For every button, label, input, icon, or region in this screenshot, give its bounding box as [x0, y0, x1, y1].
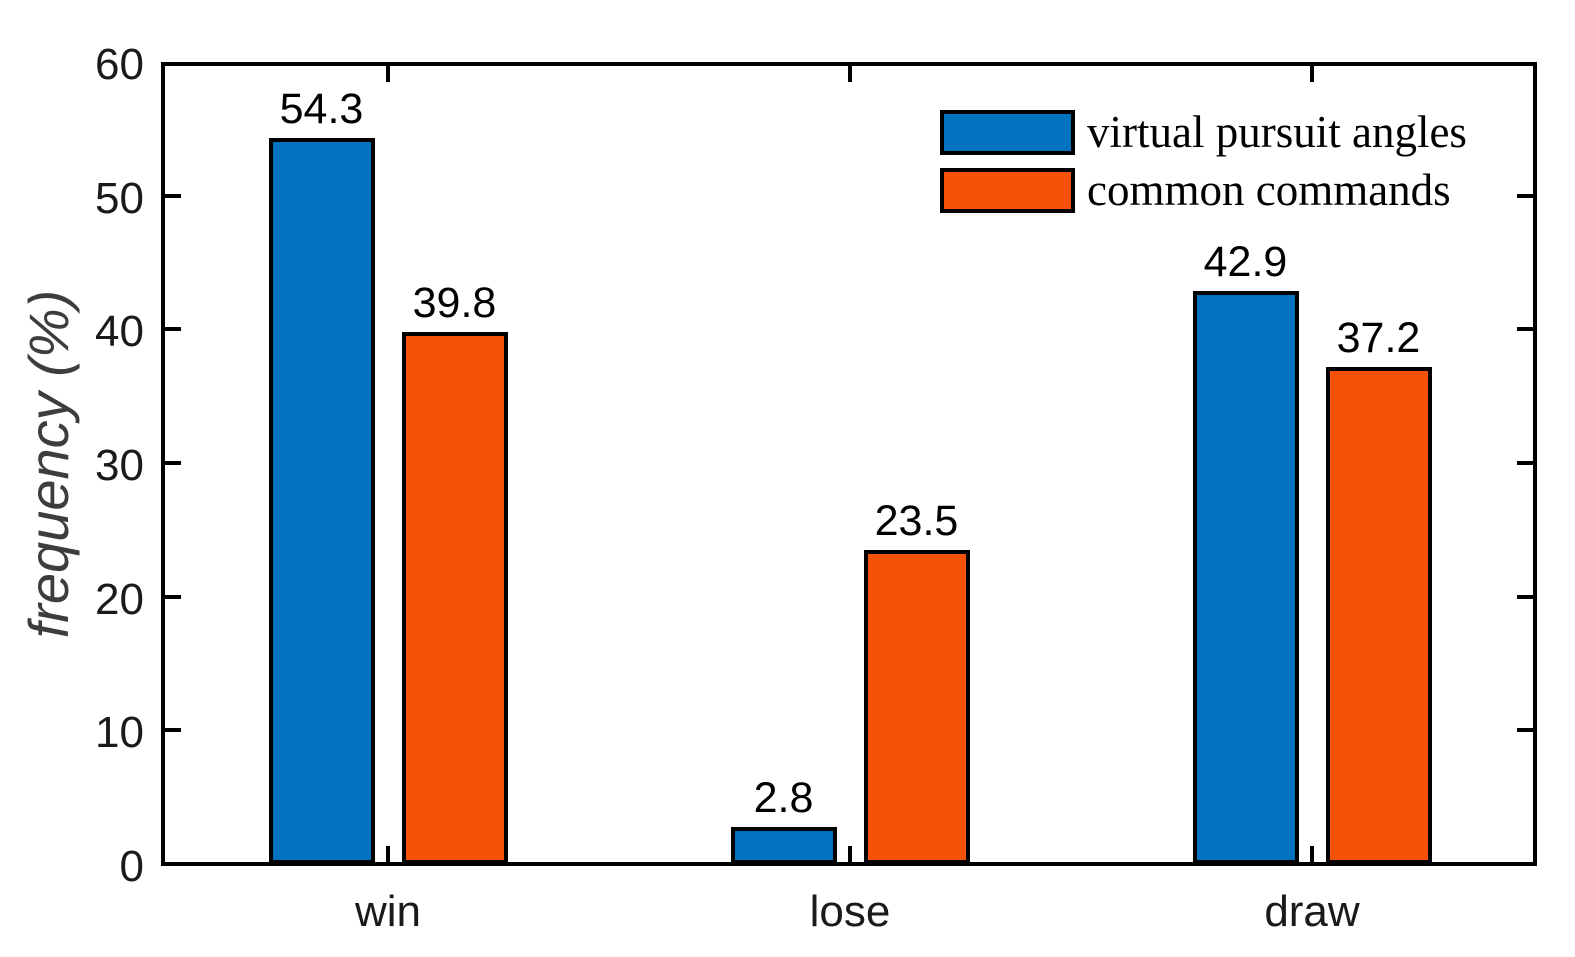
bar-win-series2 — [401, 332, 508, 864]
x-tick-label-lose: lose — [809, 887, 891, 936]
x-tick-mark-bottom — [386, 846, 390, 862]
y-tick-mark-right — [1517, 327, 1533, 332]
bar-lose-series1 — [730, 826, 837, 864]
y-tick-mark-right — [1517, 594, 1533, 599]
x-tick-mark-top — [1310, 66, 1314, 82]
y-tick-mark-right — [1517, 728, 1533, 733]
plot-area — [161, 62, 1537, 866]
bar-lose-series2 — [863, 549, 970, 864]
y-tick-label: 30 — [95, 441, 144, 490]
x-tick-label-draw: draw — [1264, 887, 1360, 936]
bar-win-series1 — [268, 138, 375, 864]
bar-value-label: 42.9 — [1203, 237, 1288, 286]
bar-value-label: 37.2 — [1336, 313, 1421, 362]
legend-label: virtual pursuit angles — [1087, 107, 1467, 157]
y-tick-mark-left — [165, 728, 181, 733]
bar-value-label: 39.8 — [412, 279, 497, 327]
y-tick-label: 0 — [119, 842, 144, 891]
bar-value-label: 54.3 — [279, 85, 364, 134]
y-tick-mark-left — [165, 461, 181, 465]
x-tick-mark-top — [386, 66, 390, 82]
legend: virtual pursuit angles common commands — [940, 110, 1467, 226]
x-tick-mark-bottom — [848, 846, 852, 862]
y-tick-label: 50 — [95, 173, 144, 223]
y-tick-label: 20 — [95, 574, 144, 624]
legend-item: common commands — [940, 168, 1467, 213]
y-tick-mark-left — [165, 594, 181, 599]
y-tick-label: 10 — [95, 708, 144, 758]
y-tick-label: 40 — [95, 307, 144, 357]
bar-value-label: 23.5 — [874, 496, 959, 545]
bar-draw-series2 — [1325, 366, 1432, 864]
y-tick-mark-right — [1517, 461, 1533, 465]
y-tick-mark-right — [1517, 193, 1533, 198]
y-tick-mark-left — [165, 193, 181, 198]
bar-value-label: 2.8 — [753, 773, 814, 822]
y-tick-label: 60 — [95, 40, 144, 89]
legend-swatch-series2 — [940, 168, 1075, 213]
x-tick-mark-top — [848, 66, 852, 82]
legend-label: common commands — [1087, 165, 1451, 215]
bar-draw-series1 — [1192, 290, 1299, 864]
legend-swatch-series1 — [940, 110, 1075, 155]
x-tick-label-win: win — [354, 887, 422, 936]
legend-item: virtual pursuit angles — [940, 110, 1467, 155]
x-tick-mark-bottom — [1310, 846, 1314, 862]
y-tick-mark-left — [165, 327, 181, 332]
